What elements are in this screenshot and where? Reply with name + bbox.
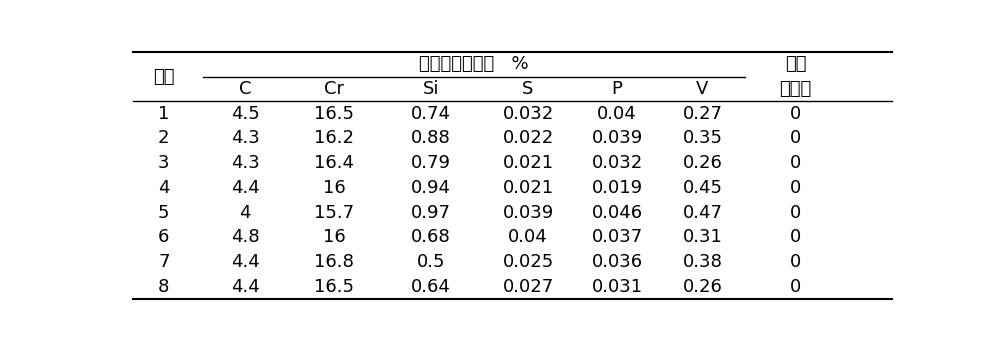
Text: 8: 8 xyxy=(158,278,169,296)
Text: 6: 6 xyxy=(158,228,169,246)
Text: 15.7: 15.7 xyxy=(314,204,354,221)
Text: 0: 0 xyxy=(790,278,801,296)
Text: 16: 16 xyxy=(323,179,346,197)
Text: 1: 1 xyxy=(158,105,169,123)
Text: 0.27: 0.27 xyxy=(682,105,722,123)
Text: 0.5: 0.5 xyxy=(417,253,445,271)
Text: 4: 4 xyxy=(239,204,251,221)
Text: 0: 0 xyxy=(790,253,801,271)
Text: 0.26: 0.26 xyxy=(682,278,722,296)
Text: P: P xyxy=(612,80,623,98)
Text: 0: 0 xyxy=(790,204,801,221)
Text: 0.04: 0.04 xyxy=(597,105,637,123)
Text: 0.64: 0.64 xyxy=(411,278,451,296)
Text: 4.3: 4.3 xyxy=(231,129,260,148)
Text: 3: 3 xyxy=(158,154,170,172)
Text: 0.032: 0.032 xyxy=(502,105,554,123)
Text: 0.037: 0.037 xyxy=(592,228,643,246)
Text: 0.97: 0.97 xyxy=(411,204,451,221)
Text: 0.031: 0.031 xyxy=(592,278,643,296)
Text: 0.04: 0.04 xyxy=(508,228,548,246)
Text: 0.94: 0.94 xyxy=(411,179,451,197)
Text: 0.046: 0.046 xyxy=(592,204,643,221)
Text: 0.036: 0.036 xyxy=(592,253,643,271)
Text: 炉号: 炉号 xyxy=(153,68,175,86)
Text: 0.019: 0.019 xyxy=(592,179,643,197)
Text: 4.4: 4.4 xyxy=(231,179,260,197)
Text: 0.025: 0.025 xyxy=(502,253,554,271)
Text: 0: 0 xyxy=(790,129,801,148)
Text: 4.4: 4.4 xyxy=(231,278,260,296)
Text: V: V xyxy=(696,80,709,98)
Text: 0.35: 0.35 xyxy=(682,129,722,148)
Text: 16.4: 16.4 xyxy=(314,154,354,172)
Text: Cr: Cr xyxy=(324,80,344,98)
Text: 0.039: 0.039 xyxy=(592,129,643,148)
Text: 0: 0 xyxy=(790,228,801,246)
Text: 0.021: 0.021 xyxy=(502,179,554,197)
Text: 16.8: 16.8 xyxy=(314,253,354,271)
Text: 2: 2 xyxy=(158,129,170,148)
Text: 0.68: 0.68 xyxy=(411,228,451,246)
Text: 0.38: 0.38 xyxy=(682,253,722,271)
Text: 渣中: 渣中 xyxy=(785,56,806,73)
Text: Si: Si xyxy=(423,80,439,98)
Text: 4.8: 4.8 xyxy=(231,228,259,246)
Text: 4.3: 4.3 xyxy=(231,154,260,172)
Text: 0.31: 0.31 xyxy=(682,228,722,246)
Text: 4.5: 4.5 xyxy=(231,105,260,123)
Text: 16.5: 16.5 xyxy=(314,278,354,296)
Text: 0.021: 0.021 xyxy=(502,154,554,172)
Text: 0: 0 xyxy=(790,154,801,172)
Text: 0.79: 0.79 xyxy=(411,154,451,172)
Text: 铬基合金钢成分   %: 铬基合金钢成分 % xyxy=(419,56,529,73)
Text: 0.88: 0.88 xyxy=(411,129,451,148)
Text: 5: 5 xyxy=(158,204,170,221)
Text: 0.022: 0.022 xyxy=(502,129,554,148)
Text: 0.45: 0.45 xyxy=(682,179,722,197)
Text: 7: 7 xyxy=(158,253,170,271)
Text: 4.4: 4.4 xyxy=(231,253,260,271)
Text: 0: 0 xyxy=(790,105,801,123)
Text: 16.5: 16.5 xyxy=(314,105,354,123)
Text: 0.26: 0.26 xyxy=(682,154,722,172)
Text: 16: 16 xyxy=(323,228,346,246)
Text: 0: 0 xyxy=(790,179,801,197)
Text: 4: 4 xyxy=(158,179,170,197)
Text: C: C xyxy=(239,80,251,98)
Text: 0.039: 0.039 xyxy=(502,204,554,221)
Text: 16.2: 16.2 xyxy=(314,129,354,148)
Text: 0.47: 0.47 xyxy=(682,204,722,221)
Text: 0.032: 0.032 xyxy=(592,154,643,172)
Text: S: S xyxy=(522,80,534,98)
Text: 0.74: 0.74 xyxy=(411,105,451,123)
Text: 0.027: 0.027 xyxy=(502,278,554,296)
Text: 六价铬: 六价铬 xyxy=(779,80,812,98)
